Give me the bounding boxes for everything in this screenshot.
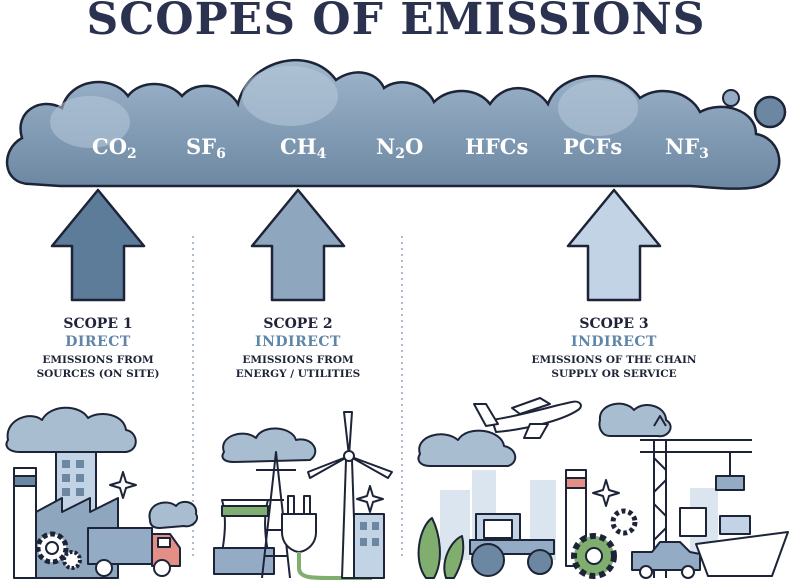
gear-icon — [571, 533, 617, 579]
gas-label-hfcs: HFCs — [465, 134, 529, 159]
truck-icon — [87, 527, 181, 577]
ship-icon — [679, 507, 789, 577]
gas-label-co2: CO2 — [92, 134, 137, 162]
plant-icon — [417, 517, 465, 579]
gas-label-sf6: SF6 — [186, 134, 226, 162]
scope2-type: INDIRECT — [255, 334, 341, 350]
smoke-icon — [221, 427, 317, 463]
smoke-icon — [148, 500, 198, 529]
sparkle-icon — [592, 479, 620, 507]
scope1-title: SCOPE 1 — [63, 316, 133, 332]
pickup-truck-icon — [631, 541, 701, 579]
smoke-icon — [5, 406, 137, 453]
gas-label-ch4: CH4 — [280, 134, 327, 162]
scope3-title: SCOPE 3 — [579, 316, 649, 332]
scope3-description: EMISSIONS OF THE CHAIN SUPPLY OR SERVICE — [531, 354, 697, 380]
gear-icon — [62, 550, 82, 570]
power-plant-icon — [213, 499, 275, 575]
scope1-description: EMISSIONS FROM SOURCES (ON SITE) — [36, 354, 160, 380]
page-title: SCOPES OF EMISSIONS — [86, 0, 706, 45]
airplane-icon — [473, 397, 582, 439]
gear-icon — [35, 531, 69, 565]
smoke-icon — [598, 402, 672, 438]
power-pylon-icon — [256, 451, 296, 579]
sparkle-icon — [356, 485, 384, 513]
scope3-arrow — [566, 188, 662, 302]
scope2-arrow — [250, 188, 346, 302]
scope1-illustration — [5, 406, 198, 579]
building-icon — [353, 513, 385, 579]
smoke-icon — [417, 429, 517, 467]
scope2-title: SCOPE 2 — [263, 316, 333, 332]
scope2-text: SCOPE 2 INDIRECT EMISSIONS FROM ENERGY / … — [220, 316, 376, 381]
scope2-description: EMISSIONS FROM ENERGY / UTILITIES — [235, 354, 361, 380]
gear-icon — [610, 508, 638, 536]
plug-icon — [281, 495, 372, 580]
scope2-illustration — [213, 411, 393, 580]
gas-label-nf3: NF3 — [665, 134, 709, 162]
cloud-puff — [753, 95, 787, 129]
scope3-illustration — [417, 397, 789, 579]
tractor-icon — [469, 513, 555, 577]
scope3-text: SCOPE 3 INDIRECT EMISSIONS OF THE CHAIN S… — [514, 316, 714, 381]
cloud-highlights — [50, 66, 638, 148]
gas-label-pcfs: PCFs — [563, 134, 623, 159]
scope1-type: DIRECT — [65, 334, 131, 350]
gas-label-n2o: N2O — [376, 134, 424, 162]
sparkle-icon — [109, 471, 137, 499]
crane-icon — [640, 415, 752, 578]
cloud-puff — [722, 89, 740, 107]
scope3-type: INDIRECT — [571, 334, 657, 350]
scope1-arrow — [50, 188, 146, 302]
scope1-text: SCOPE 1 DIRECT EMISSIONS FROM SOURCES (ON… — [20, 316, 176, 381]
